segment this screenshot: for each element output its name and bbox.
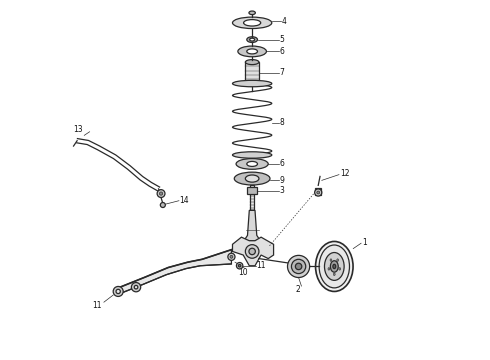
Ellipse shape: [244, 19, 261, 26]
Ellipse shape: [131, 283, 141, 292]
Ellipse shape: [230, 255, 233, 258]
Bar: [247, 187, 257, 194]
Ellipse shape: [238, 46, 267, 57]
Text: 8: 8: [280, 118, 284, 127]
Text: 3: 3: [280, 186, 285, 195]
Ellipse shape: [249, 248, 255, 255]
Ellipse shape: [324, 252, 344, 280]
Ellipse shape: [232, 80, 272, 87]
Text: 7: 7: [280, 68, 285, 77]
Ellipse shape: [249, 38, 255, 41]
Ellipse shape: [232, 17, 272, 28]
Ellipse shape: [245, 60, 259, 64]
Text: 6: 6: [280, 47, 285, 56]
Ellipse shape: [333, 273, 335, 275]
Ellipse shape: [245, 245, 259, 258]
Bar: [316, 188, 321, 195]
Ellipse shape: [247, 49, 258, 54]
Ellipse shape: [247, 161, 258, 166]
Ellipse shape: [245, 175, 259, 182]
Text: 14: 14: [180, 195, 189, 204]
Ellipse shape: [236, 158, 268, 169]
Ellipse shape: [333, 264, 336, 269]
Ellipse shape: [237, 262, 243, 269]
Ellipse shape: [316, 242, 353, 292]
Polygon shape: [232, 237, 273, 266]
Ellipse shape: [116, 289, 121, 294]
Ellipse shape: [295, 263, 302, 270]
Ellipse shape: [337, 259, 339, 261]
Text: 4: 4: [281, 17, 286, 26]
Text: 13: 13: [74, 126, 83, 135]
Ellipse shape: [292, 259, 306, 274]
Ellipse shape: [317, 191, 319, 194]
Ellipse shape: [330, 261, 338, 272]
Ellipse shape: [234, 172, 270, 185]
Text: 11: 11: [93, 301, 102, 310]
Ellipse shape: [113, 287, 123, 296]
Ellipse shape: [157, 190, 165, 198]
Polygon shape: [244, 210, 260, 241]
Ellipse shape: [245, 81, 259, 86]
Text: 12: 12: [341, 170, 350, 179]
Ellipse shape: [319, 245, 349, 288]
Ellipse shape: [239, 265, 241, 267]
Ellipse shape: [232, 152, 272, 158]
Text: 11: 11: [256, 261, 266, 270]
Ellipse shape: [315, 189, 322, 196]
Ellipse shape: [249, 11, 255, 15]
Ellipse shape: [288, 255, 310, 278]
Text: 10: 10: [239, 268, 248, 277]
Text: 1: 1: [362, 238, 367, 247]
Ellipse shape: [328, 267, 330, 270]
Ellipse shape: [339, 267, 341, 270]
Text: 9: 9: [280, 176, 285, 185]
Ellipse shape: [247, 37, 258, 42]
Text: 5: 5: [280, 35, 285, 44]
Polygon shape: [118, 249, 231, 294]
Text: 2: 2: [295, 285, 300, 294]
Ellipse shape: [228, 253, 235, 260]
Text: 6: 6: [280, 159, 285, 168]
Ellipse shape: [134, 285, 138, 289]
Ellipse shape: [330, 259, 332, 261]
Ellipse shape: [159, 192, 163, 195]
Ellipse shape: [160, 203, 165, 207]
Bar: [250, 185, 254, 210]
Bar: [245, 62, 259, 84]
